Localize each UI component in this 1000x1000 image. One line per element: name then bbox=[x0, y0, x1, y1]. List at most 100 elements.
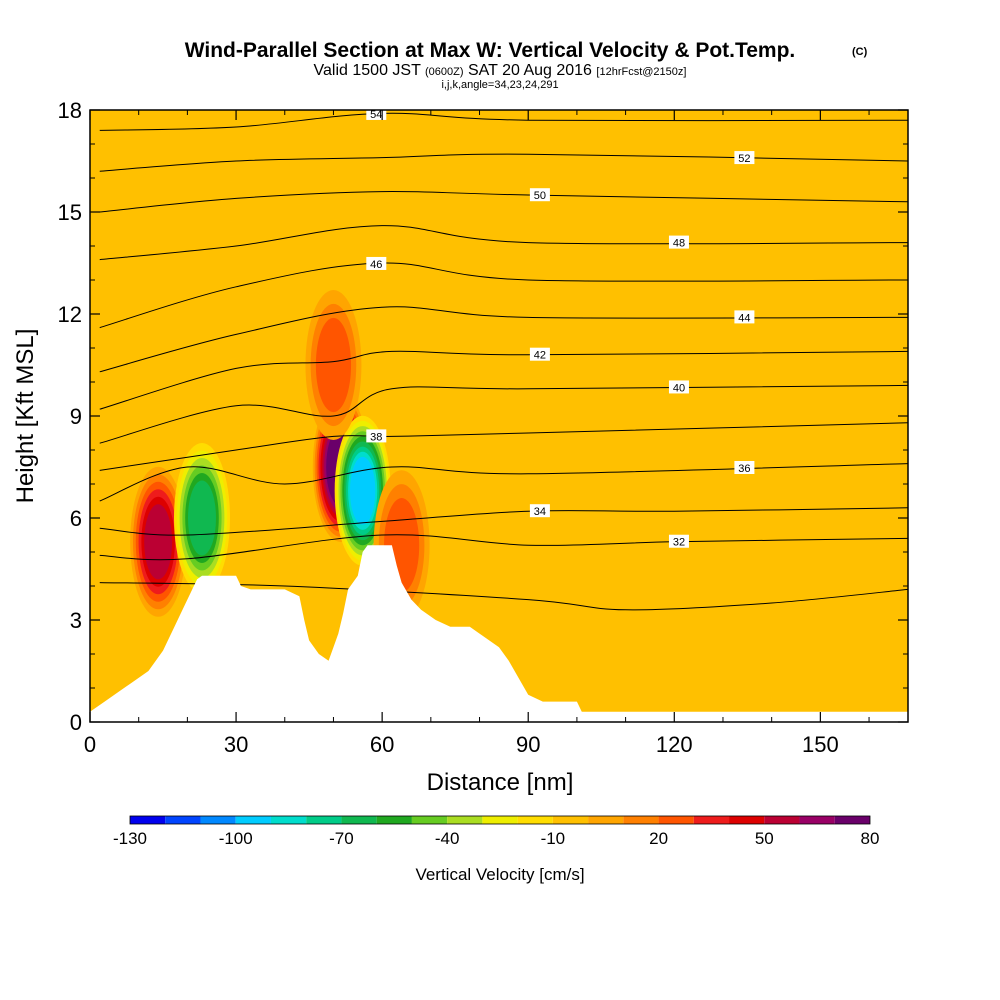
svg-text:36: 36 bbox=[738, 463, 750, 475]
contour-label-52: 52 bbox=[734, 151, 755, 165]
plot-area: 30323436384042444648505254 bbox=[90, 109, 908, 722]
colorbar-swatch bbox=[482, 816, 518, 824]
colorbar-swatch bbox=[341, 816, 377, 824]
svg-text:34: 34 bbox=[534, 506, 546, 518]
theta-contour-30 bbox=[99, 582, 908, 611]
colorbar-swatch bbox=[588, 816, 624, 824]
contour-label-50: 50 bbox=[529, 188, 550, 202]
terrain-mask bbox=[90, 545, 908, 722]
theta-contour-50 bbox=[99, 191, 908, 213]
theta-contour-54 bbox=[99, 112, 908, 131]
svg-text:48: 48 bbox=[673, 238, 685, 250]
colorbar-swatch bbox=[306, 816, 342, 824]
velocity-feature-updraft-west bbox=[130, 466, 187, 617]
chart-title: Wind-Parallel Section at Max W: Vertical… bbox=[185, 39, 796, 62]
colorbar-tick-label: -70 bbox=[329, 829, 354, 848]
contour-label-54: 54 bbox=[366, 109, 387, 121]
x-tick-label: 150 bbox=[802, 732, 839, 757]
colorbar: -130 -100 -70 -40 -10 20 50 80 bbox=[113, 815, 880, 848]
colorbar-frame bbox=[129, 815, 871, 825]
chart-subtitle: Valid 1500 JST (0600Z) SAT 20 Aug 2016 [… bbox=[314, 62, 687, 79]
svg-text:40: 40 bbox=[673, 382, 685, 394]
contour-label-36: 36 bbox=[734, 460, 755, 475]
valid-prefix: Valid 1500 JST bbox=[314, 62, 422, 79]
x-tick-label: 60 bbox=[370, 732, 394, 757]
svg-text:50: 50 bbox=[534, 190, 546, 202]
y-tick-label: 6 bbox=[70, 506, 82, 531]
x-tick-label: 30 bbox=[224, 732, 248, 757]
theta-contour-32 bbox=[99, 534, 908, 561]
y-tick-label: 3 bbox=[70, 608, 82, 633]
velocity-band bbox=[144, 504, 173, 580]
colorbar-swatch bbox=[799, 816, 835, 824]
theta-contour-48 bbox=[99, 225, 908, 261]
colorbar-swatch bbox=[517, 816, 553, 824]
theta-contour-46 bbox=[99, 262, 908, 329]
contour-label-32: 32 bbox=[668, 534, 689, 549]
contour-label-48: 48 bbox=[668, 235, 689, 250]
velocity-field bbox=[130, 290, 430, 621]
colorbar-tick-label: -130 bbox=[113, 829, 147, 848]
colorbar-tick-label: -100 bbox=[219, 829, 253, 848]
contour-label-34: 34 bbox=[529, 504, 550, 518]
colorbar-swatch bbox=[658, 816, 694, 824]
valid-date: SAT 20 Aug 2016 bbox=[468, 62, 592, 79]
colorbar-swatch bbox=[693, 816, 730, 824]
svg-text:44: 44 bbox=[738, 312, 750, 324]
svg-text:32: 32 bbox=[673, 537, 685, 549]
contour-label-40: 40 bbox=[668, 380, 689, 394]
colorbar-swatch bbox=[729, 816, 765, 824]
colorbar-tick-label: 50 bbox=[755, 829, 774, 848]
colorbar-swatch bbox=[411, 816, 448, 824]
forecast-tag: [12hrFcst@2150z] bbox=[596, 66, 686, 78]
y-tick-label: 12 bbox=[58, 302, 82, 327]
x-tick-label: 120 bbox=[656, 732, 693, 757]
y-tick-label: 0 bbox=[70, 710, 82, 735]
theta-contour-36 bbox=[99, 463, 908, 502]
colorbar-tick-label: 80 bbox=[861, 829, 880, 848]
colorbar-swatch bbox=[552, 816, 589, 824]
copyright-mark: (C) bbox=[852, 46, 868, 58]
colorbar-tick-label: -40 bbox=[435, 829, 460, 848]
velocity-band bbox=[315, 317, 352, 413]
x-tick-label: 0 bbox=[84, 732, 96, 757]
theta-contour-34 bbox=[99, 507, 908, 536]
colorbar-label: Vertical Velocity [cm/s] bbox=[415, 865, 584, 884]
svg-text:52: 52 bbox=[738, 153, 750, 165]
svg-text:42: 42 bbox=[534, 350, 546, 362]
y-tick-label: 15 bbox=[58, 200, 82, 225]
theta-contour-44 bbox=[99, 306, 908, 373]
colorbar-swatch bbox=[447, 816, 483, 824]
colorbar-swatch bbox=[235, 816, 271, 824]
theta-contour-38 bbox=[99, 422, 908, 471]
colorbar-swatch bbox=[200, 816, 236, 824]
x-axis-label: Distance [nm] bbox=[427, 769, 574, 796]
grid-info: i,j,k,angle=34,23,24,291 bbox=[441, 79, 558, 91]
contour-label-46: 46 bbox=[366, 256, 387, 271]
velocity-feature-downdraft-west bbox=[173, 443, 230, 593]
theta-contour-42 bbox=[99, 350, 908, 410]
theta-contour-40 bbox=[99, 384, 908, 444]
theta-contour-52 bbox=[99, 153, 908, 172]
colorbar-swatch bbox=[623, 816, 659, 824]
contour-label-42: 42 bbox=[529, 347, 550, 362]
colorbar-swatch bbox=[165, 816, 201, 824]
colorbar-swatch bbox=[764, 816, 800, 824]
svg-text:46: 46 bbox=[370, 259, 382, 271]
velocity-band bbox=[349, 456, 376, 525]
valid-utc: (0600Z) bbox=[425, 66, 464, 78]
colorbar-swatch bbox=[376, 816, 412, 824]
colorbar-swatch bbox=[834, 816, 870, 824]
theta-contours: 30323436384042444648505254 bbox=[99, 109, 908, 611]
colorbar-swatch bbox=[270, 816, 307, 824]
velocity-band bbox=[187, 480, 216, 556]
colorbar-tick-label: -10 bbox=[541, 829, 566, 848]
svg-text:38: 38 bbox=[370, 431, 382, 443]
y-axis-label: Height [Kft MSL] bbox=[12, 329, 39, 504]
colorbar-swatch bbox=[130, 816, 166, 824]
svg-text:54: 54 bbox=[370, 109, 382, 121]
contour-label-44: 44 bbox=[734, 310, 755, 324]
contour-label-38: 38 bbox=[366, 429, 387, 443]
